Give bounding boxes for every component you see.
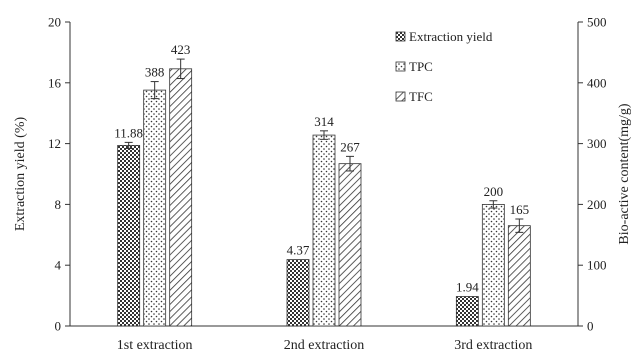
- y-right-tick-label: 200: [587, 197, 607, 212]
- data-label: 314: [314, 114, 334, 129]
- data-label: 165: [510, 202, 530, 217]
- legend-label: TPC: [409, 59, 433, 74]
- data-label: 388: [145, 65, 165, 80]
- y-right-tick-label: 0: [587, 319, 594, 334]
- bar-tfc: [169, 68, 193, 327]
- legend-swatch: [395, 61, 406, 72]
- data-label: 423: [171, 42, 191, 57]
- error-bar: [515, 218, 524, 233]
- bar-extraction-yield: [286, 259, 310, 327]
- y-right-axis-title: Bio-active content(mg/g): [617, 103, 632, 244]
- data-label: 4.37: [287, 243, 310, 258]
- bars: 11.88 388 423 4.37 314 267 1.94 200 165: [114, 42, 531, 327]
- y-left-axis-title: Extraction yield (%): [13, 117, 28, 232]
- y-left-tick-label: 4: [55, 258, 62, 273]
- legend: Extraction yield TPC TFC: [395, 29, 493, 104]
- y-right-tick-label: 500: [587, 15, 607, 30]
- y-left-tick-label: 8: [55, 197, 62, 212]
- bar-extraction-yield: [117, 145, 141, 327]
- bar-tfc: [338, 163, 362, 327]
- bar-tpc: [312, 134, 336, 327]
- y-right-tick-label: 300: [587, 136, 607, 151]
- legend-label: Extraction yield: [409, 29, 493, 44]
- legend-label: TFC: [409, 89, 433, 104]
- x-category-label: 2nd extraction: [284, 338, 364, 353]
- error-bar: [176, 58, 185, 80]
- y-left-tick-label: 0: [55, 319, 62, 334]
- y-left-tick-label: 20: [48, 15, 61, 30]
- x-category-label: 1st extraction: [117, 338, 193, 353]
- y-right-tick-label: 100: [587, 258, 607, 273]
- bar-extraction-yield: [455, 296, 479, 327]
- y-left-tick-label: 16: [48, 75, 62, 90]
- y-left-tick-label: 12: [48, 136, 61, 151]
- error-bar: [346, 155, 354, 172]
- error-bar: [124, 141, 133, 149]
- data-label: 11.88: [114, 125, 143, 140]
- data-label: 1.94: [456, 280, 479, 295]
- error-bar: [150, 81, 159, 100]
- data-label: 267: [340, 139, 360, 154]
- y-right-tick-label: 400: [587, 75, 607, 90]
- legend-swatch: [395, 91, 406, 102]
- bar-tpc: [143, 89, 167, 327]
- bar-tfc: [507, 225, 531, 327]
- error-bar: [320, 130, 328, 140]
- bar-tpc: [481, 203, 505, 327]
- x-category-label: 3rd extraction: [454, 338, 532, 353]
- legend-swatch: [395, 31, 406, 42]
- data-label: 200: [484, 184, 504, 199]
- error-bar: [489, 200, 498, 209]
